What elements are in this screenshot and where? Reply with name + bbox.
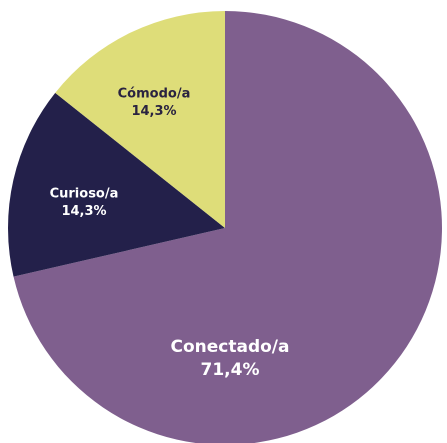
slice-value-label: 14,3% (61, 204, 106, 219)
pie-slice (55, 11, 226, 228)
slice-value-label: 71,4% (201, 360, 260, 380)
pie-slice (7, 92, 225, 277)
slice-label: Conectado/a (171, 337, 290, 357)
slice-label: Cómodo/a (118, 87, 191, 102)
slice-value-label: 14,3% (131, 104, 176, 119)
pie-slice (13, 11, 442, 443)
slice-label: Curioso/a (50, 187, 119, 202)
